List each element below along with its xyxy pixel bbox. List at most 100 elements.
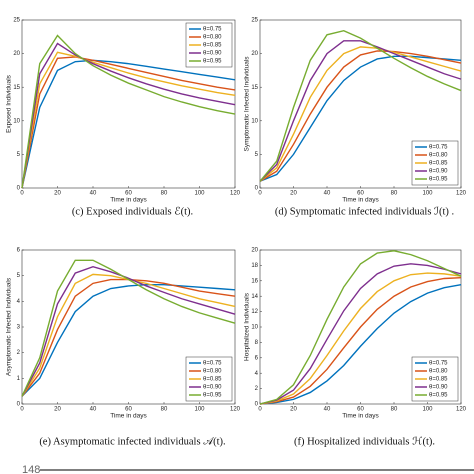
x-tick-label: 100 [422, 191, 433, 197]
x-tick-label: 40 [90, 191, 97, 197]
y-tick-label: 10 [251, 118, 258, 124]
y-tick-label: 5 [17, 273, 21, 279]
x-tick-label: 80 [391, 407, 398, 413]
x-tick-label: 20 [54, 191, 61, 197]
legend-label: θ=0.75 [203, 27, 222, 33]
x-tick-label: 40 [90, 407, 97, 413]
y-tick-label: 20 [13, 51, 20, 57]
y-tick-label: 14 [251, 294, 258, 300]
series-line [21, 34, 236, 189]
legend-label: θ=0.75 [429, 145, 448, 151]
x-tick-label: 0 [20, 407, 24, 413]
x-tick-label: 20 [290, 191, 297, 197]
x-tick-label: 100 [194, 191, 205, 197]
y-tick-label: 0 [255, 402, 259, 408]
x-tick-label: 100 [194, 407, 205, 413]
legend-label: θ=0.80 [203, 369, 222, 375]
y-tick-label: 0 [255, 186, 259, 192]
x-axis-label: Time in days [110, 197, 147, 204]
series-line [21, 259, 236, 397]
legend-label: θ=0.95 [203, 393, 222, 399]
series-line [259, 283, 462, 405]
legend-label: θ=0.95 [429, 177, 448, 183]
legend-label: θ=0.95 [429, 393, 448, 399]
y-tick-label: 25 [13, 18, 20, 24]
y-axis-label: Hospitalized Individuals [244, 292, 251, 361]
y-tick-label: 8 [255, 340, 259, 346]
legend-label: θ=0.80 [429, 153, 448, 159]
x-tick-label: 60 [357, 191, 364, 197]
legend-label: θ=0.90 [203, 385, 222, 391]
x-tick-label: 120 [230, 407, 241, 413]
y-tick-label: 15 [13, 85, 20, 91]
page-number: 148 [22, 464, 40, 474]
x-tick-label: 80 [161, 191, 168, 197]
legend-label: θ=0.90 [203, 51, 222, 57]
y-tick-label: 5 [17, 152, 21, 158]
legend-label: θ=0.75 [429, 361, 448, 367]
series-line [259, 30, 462, 182]
legend-box [411, 356, 459, 402]
legend-label: θ=0.95 [203, 59, 222, 65]
legend-label: θ=0.90 [429, 385, 448, 391]
caption: (e) Asymptomatic infected individuals 𝒜(… [39, 436, 225, 447]
caption: (c) Exposed individuals ℰ(t). [72, 205, 193, 217]
x-tick-label: 60 [125, 407, 132, 413]
x-tick-label: 120 [230, 191, 241, 197]
series-line [259, 50, 462, 182]
y-axis-label: Asymptomatic Infected Individuals [6, 277, 13, 376]
y-tick-label: 0 [17, 402, 21, 408]
y-tick-label: 10 [13, 118, 20, 124]
series-line [259, 46, 462, 182]
x-tick-label: 80 [161, 407, 168, 413]
x-tick-label: 0 [20, 191, 24, 197]
x-tick-label: 120 [456, 407, 467, 413]
y-tick-label: 1 [17, 376, 21, 382]
x-tick-label: 80 [391, 191, 398, 197]
series-line [21, 265, 236, 397]
series-line [259, 277, 462, 405]
legend-label: θ=0.80 [429, 369, 448, 375]
x-axis-label: Time in days [342, 197, 379, 204]
y-tick-label: 2 [255, 386, 259, 392]
y-tick-label: 0 [17, 186, 21, 192]
y-tick-label: 20 [251, 51, 258, 57]
series-line [259, 55, 462, 182]
legend-label: θ=0.85 [203, 377, 222, 383]
x-axis-label: Time in days [110, 413, 147, 420]
x-tick-label: 60 [125, 191, 132, 197]
y-axis-label: Exposed Individuals [6, 74, 13, 133]
y-tick-label: 6 [17, 248, 21, 254]
x-tick-label: 20 [290, 407, 297, 413]
y-tick-label: 15 [251, 85, 258, 91]
x-tick-label: 120 [456, 191, 467, 197]
y-tick-label: 6 [255, 355, 259, 361]
series-line [259, 250, 462, 405]
series-line [259, 40, 462, 182]
x-tick-label: 20 [54, 407, 61, 413]
y-tick-label: 20 [251, 248, 258, 254]
series-line [21, 59, 236, 189]
legend-label: θ=0.85 [203, 43, 222, 49]
x-tick-label: 100 [422, 407, 433, 413]
y-axis-label: Symptomatic Infected Individuals [244, 56, 251, 152]
y-tick-label: 4 [17, 299, 21, 305]
y-tick-label: 2 [17, 350, 21, 356]
y-tick-label: 12 [251, 309, 258, 315]
series-line [21, 56, 236, 189]
x-tick-label: 40 [324, 191, 331, 197]
x-tick-label: 0 [258, 407, 262, 413]
y-tick-label: 5 [255, 152, 259, 158]
legend-label: θ=0.85 [429, 377, 448, 383]
x-tick-label: 40 [324, 407, 331, 413]
y-tick-label: 10 [251, 325, 258, 331]
caption: (d) Symptomatic infected individuals ℐ(t… [275, 205, 454, 217]
y-tick-label: 16 [251, 278, 258, 284]
x-axis-label: Time in days [342, 413, 379, 420]
y-tick-label: 18 [251, 263, 258, 269]
x-tick-label: 0 [258, 191, 262, 197]
legend-label: θ=0.80 [203, 35, 222, 41]
series-line [259, 263, 462, 405]
y-tick-label: 3 [17, 325, 21, 331]
